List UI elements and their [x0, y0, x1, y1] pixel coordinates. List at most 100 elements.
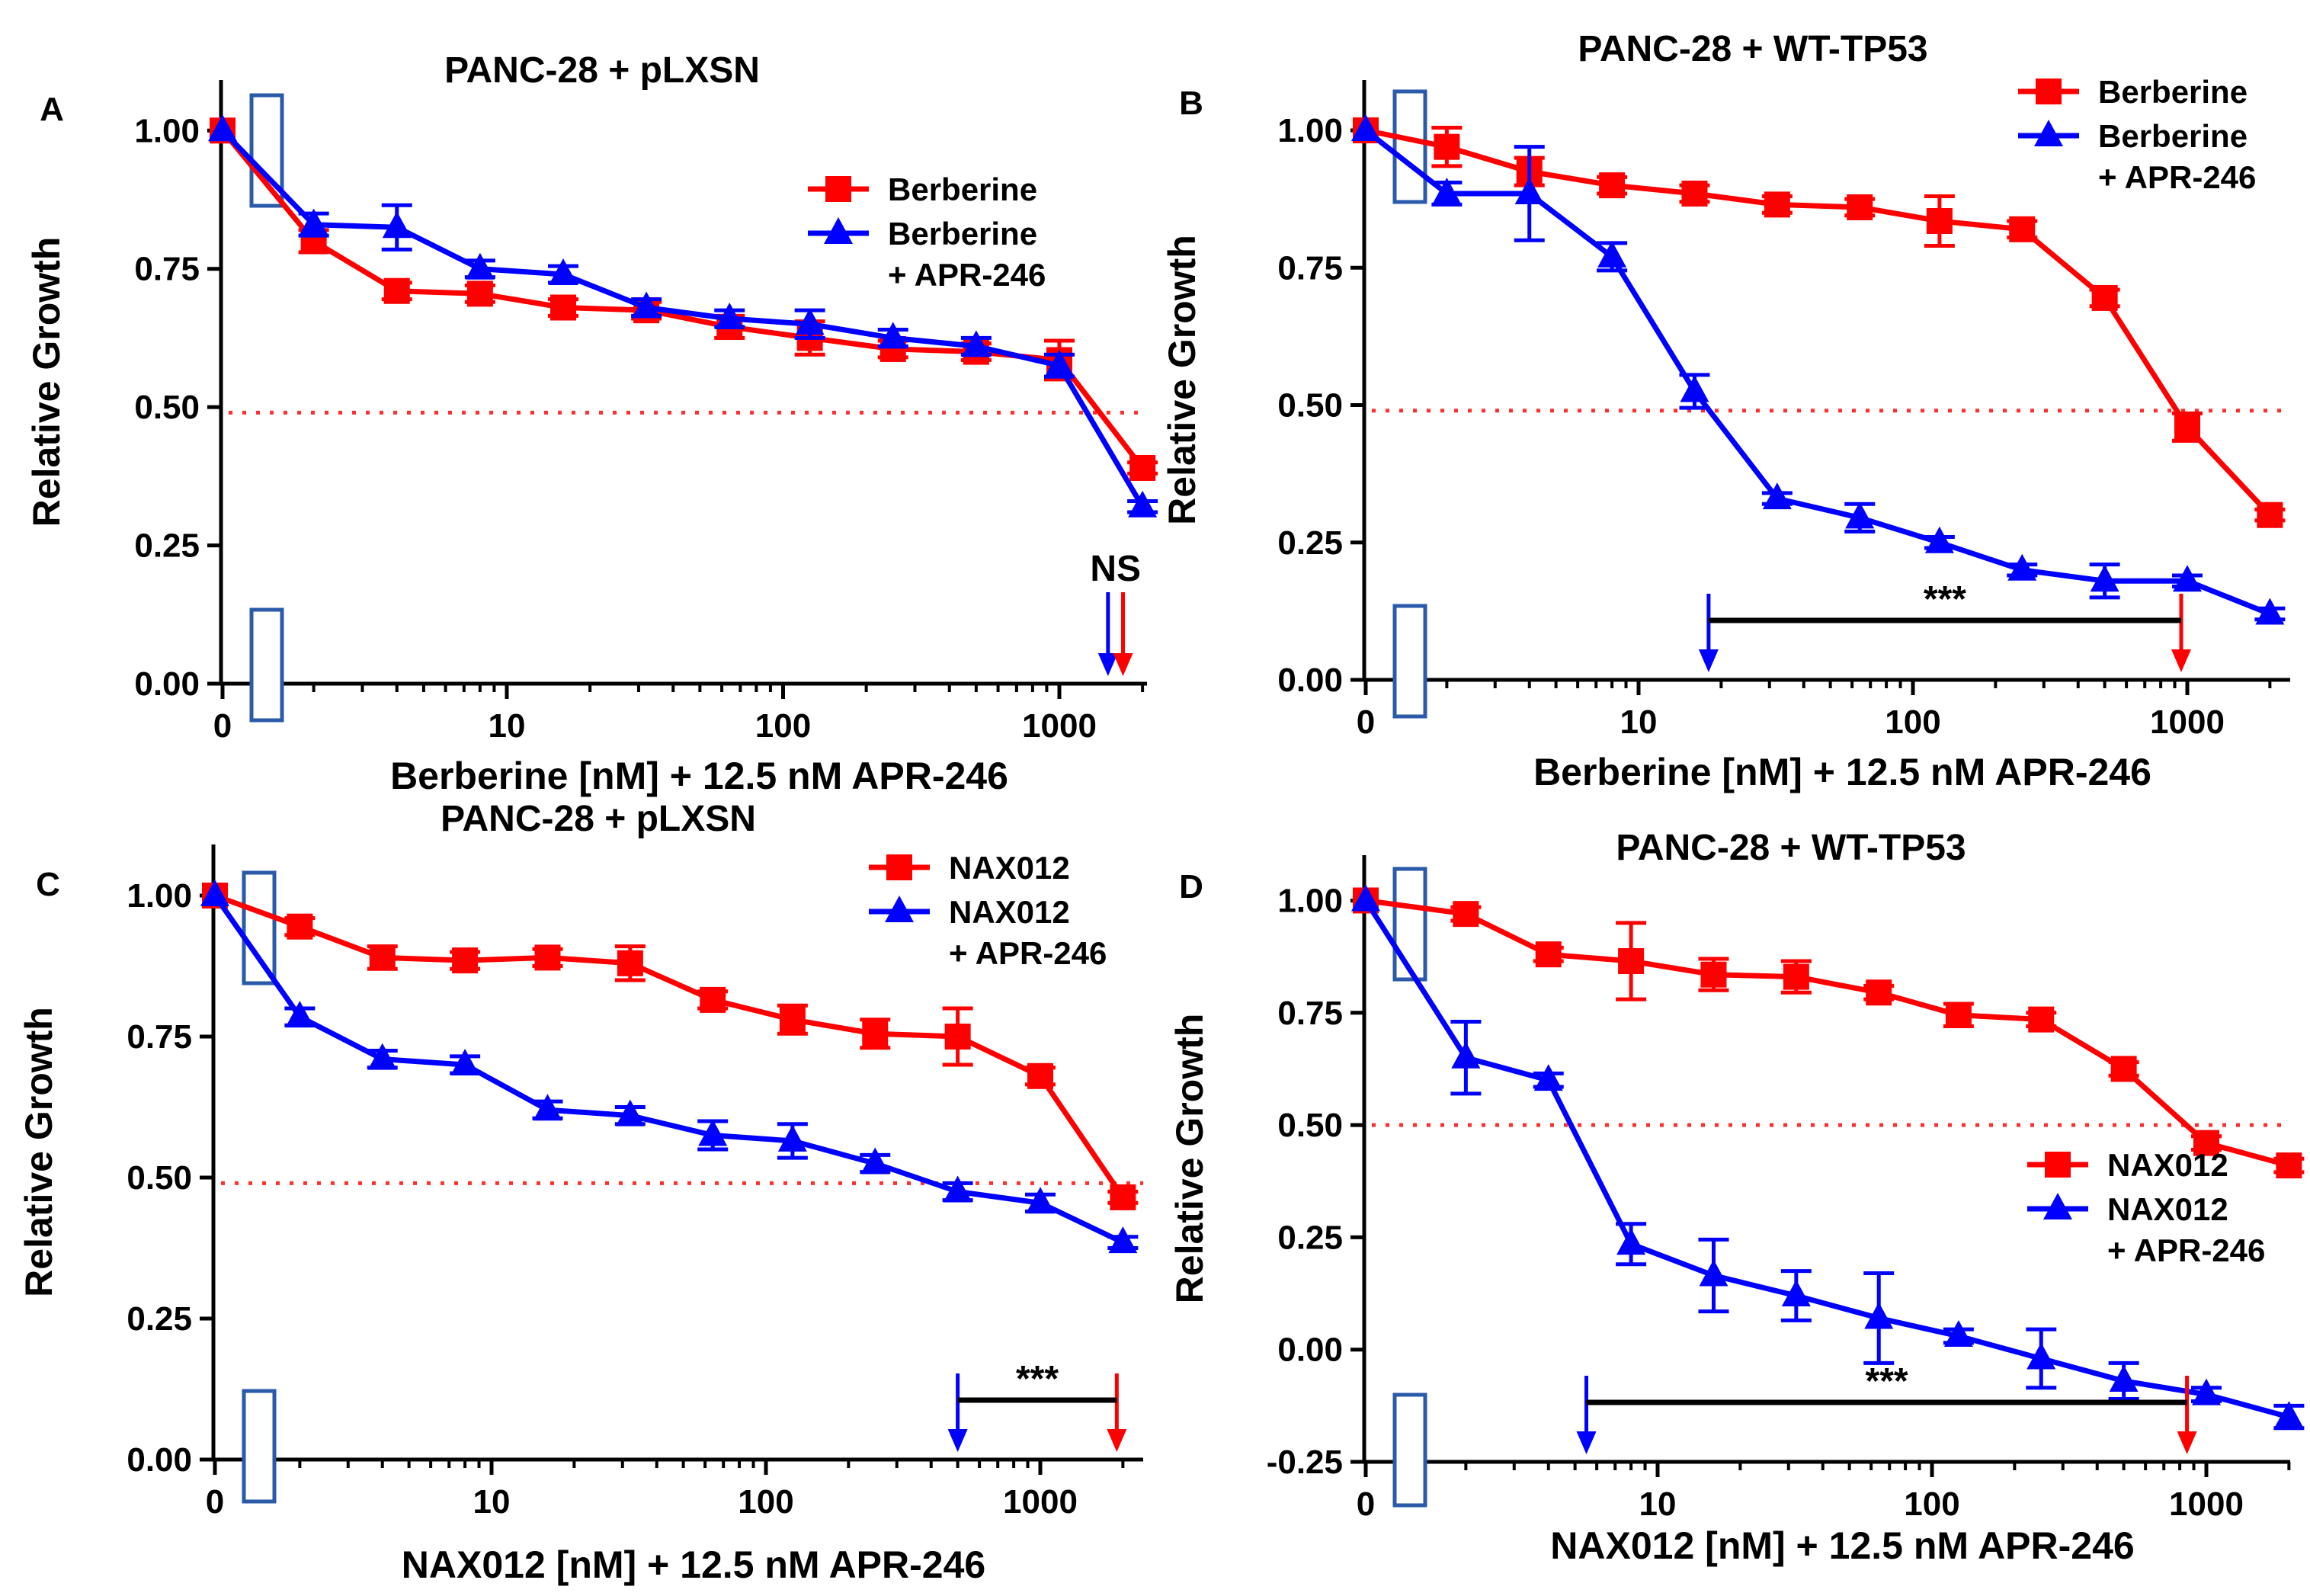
data-point [1110, 1184, 1136, 1210]
panel-title: PANC-28 + WT-TP53 [1578, 29, 1927, 69]
significance-label: *** [1866, 1361, 1908, 1402]
legend-marker [885, 896, 914, 922]
data-point [466, 280, 493, 307]
panel-title: PANC-28 + WT-TP53 [1616, 828, 1966, 868]
data-point [1847, 194, 1873, 220]
panel-title: PANC-28 + pLXSN [444, 50, 760, 91]
data-point [1351, 114, 1380, 142]
legend-entry: Berberine + APR-246 [808, 216, 1046, 293]
x-axis-title: NAX012 [nM] + 12.5 nM APR-246 [1550, 1524, 2134, 1567]
data-point [2193, 1130, 2219, 1156]
data-point [1866, 979, 1892, 1006]
y-tick-label: 0.50 [127, 1159, 192, 1197]
data-point [2257, 502, 2283, 528]
data-point [287, 913, 313, 940]
axis-break-box-bottom [1392, 604, 1427, 719]
data-point [2174, 414, 2200, 441]
legend-entry: Berberine [2018, 74, 2248, 110]
x-tick-label: 1000 [1003, 1483, 1078, 1521]
data-point [2255, 598, 2285, 625]
data-point [615, 1099, 645, 1126]
legend-entry: NAX012 [2027, 1147, 2228, 1183]
data-point [795, 308, 825, 335]
data-point [208, 114, 237, 142]
data-point [1432, 177, 1462, 204]
x-tick-label: 0 [213, 707, 232, 745]
x-axis-title: NAX012 [nM] + 12.5 nM APR-246 [402, 1543, 985, 1586]
y-tick-label: 1.00 [1277, 112, 1343, 149]
data-point [285, 1001, 315, 1028]
data-point [534, 944, 561, 971]
data-point [617, 950, 643, 976]
data-point [1945, 1002, 1972, 1028]
data-point [367, 1043, 397, 1070]
data-point [1533, 1064, 1563, 1091]
arrow-head [2177, 1431, 2197, 1454]
data-point [1599, 172, 1626, 199]
data-point [548, 258, 578, 285]
significance-annotation: NS [1090, 549, 1141, 676]
data-point [1764, 191, 1790, 218]
panel-letter: C [36, 866, 60, 903]
arrow-head [1698, 649, 1719, 672]
series-line [1365, 127, 2272, 518]
panel-letter: B [1179, 85, 1203, 122]
x-tick-label: 1000 [2150, 703, 2225, 741]
data-point [2110, 1056, 2137, 1082]
legend-marker [2045, 1152, 2071, 1178]
significance-label: *** [1016, 1359, 1059, 1399]
data-point [1783, 963, 1809, 990]
legend-label: + APR-246 [2098, 159, 2256, 195]
data-point [1351, 884, 1380, 912]
y-tick-label: 1.00 [127, 877, 192, 915]
significance-label: NS [1090, 549, 1141, 589]
significance-annotation: *** [947, 1359, 1127, 1452]
data-point [862, 1021, 889, 1047]
y-tick-label: 1.00 [134, 112, 200, 149]
x-axis-title: Berberine [nM] + 12.5 nM APR-246 [390, 755, 1008, 797]
x-tick-label: 1000 [2169, 1485, 2244, 1523]
y-axis-title: Relative Growth [1161, 235, 1203, 525]
x-tick-label: 100 [1904, 1485, 1959, 1523]
y-tick-label: 0.75 [1277, 249, 1343, 287]
data-point [549, 294, 576, 321]
data-point [2192, 1378, 2221, 1405]
data-point [465, 252, 495, 280]
series-blue [1351, 884, 2305, 1431]
data-point [369, 944, 396, 971]
series-red [1353, 887, 2305, 1179]
data-point [1924, 526, 1954, 553]
y-tick-label: 0.50 [1277, 1107, 1343, 1144]
y-tick-label: 0.00 [1277, 662, 1343, 699]
y-tick-label: 0.75 [134, 251, 200, 288]
series-line [1363, 128, 2271, 617]
data-point [632, 291, 662, 319]
legend-entry: NAX012 + APR-246 [2027, 1191, 2265, 1268]
axis-break-box-bottom [1392, 1392, 1427, 1508]
data-point [1845, 502, 1875, 529]
data-point [779, 1006, 806, 1033]
y-tick-label: 0.75 [1277, 995, 1343, 1032]
significance-annotation: *** [1698, 579, 2191, 672]
arrow-head [1097, 653, 1118, 676]
legend-label: Berberine [2098, 74, 2248, 110]
legend-marker [886, 854, 912, 880]
data-point [2173, 565, 2202, 592]
data-point [1943, 1320, 1973, 1348]
y-tick-label: 0.00 [134, 665, 200, 703]
x-tick-label: 0 [206, 1483, 224, 1521]
x-tick-label: 10 [489, 707, 526, 745]
data-point [2109, 1364, 2139, 1392]
legend-label: Berberine [888, 216, 1037, 252]
legend-label: NAX012 [2107, 1147, 2228, 1183]
panel-b: 0.00 0.25 0.50 0.75 1.00 0 10 100 1000 Relative G… [1161, 29, 2290, 793]
arrow-head [2171, 649, 2191, 672]
axis-break-box-top [1392, 867, 1427, 982]
axis-break-box-top [242, 870, 277, 985]
data-point [1618, 948, 1645, 975]
data-point [1926, 208, 1953, 235]
legend-label: Berberine [888, 171, 1037, 207]
axis-break-box-top [1392, 89, 1427, 204]
legend-marker [825, 176, 851, 202]
